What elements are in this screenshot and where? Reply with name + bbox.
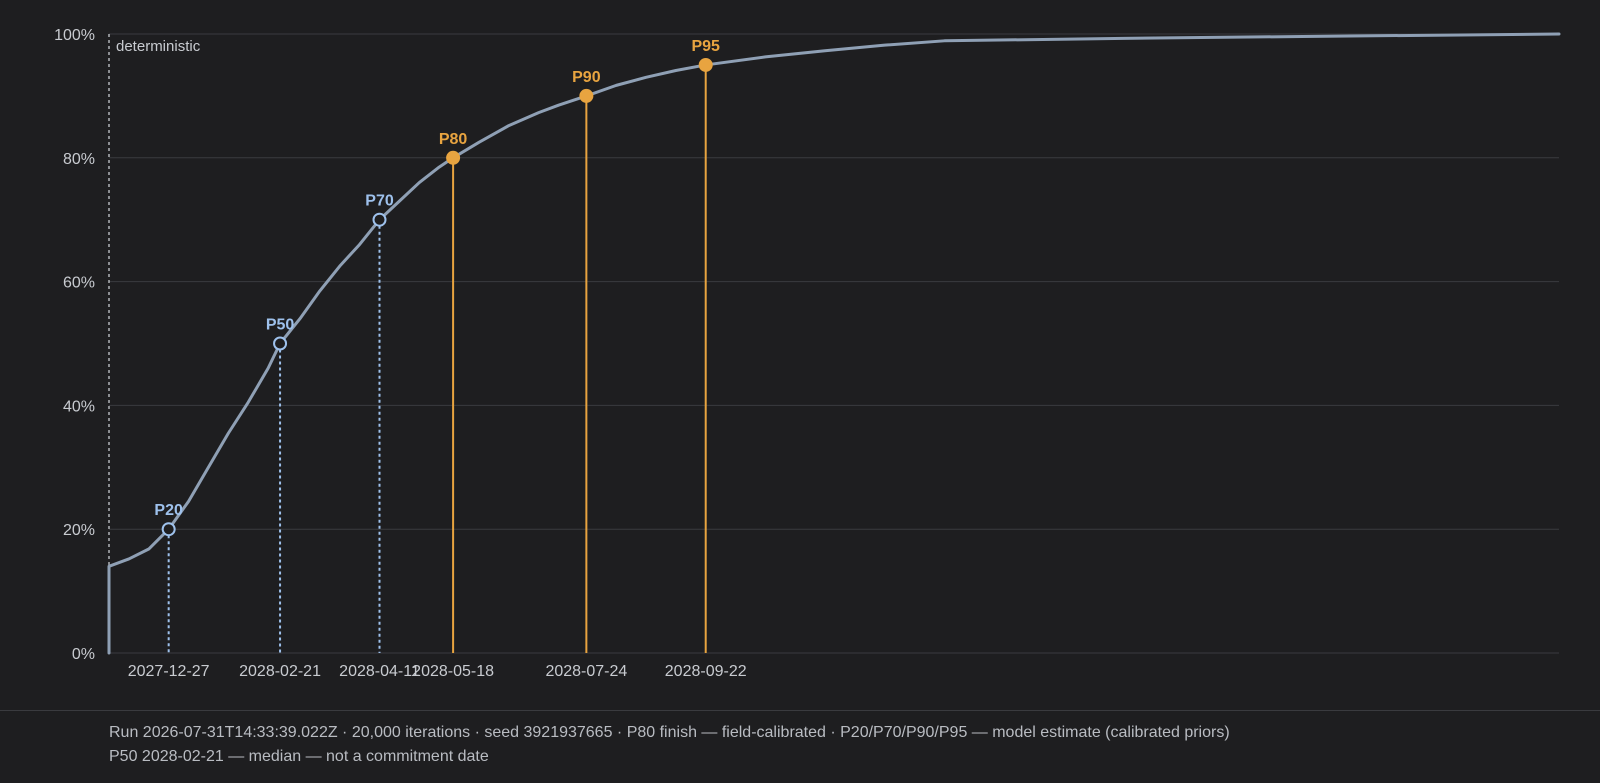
cdf-chart: 0% 20% 40% 60% 80% 100% deterministic P20 2027-1… xyxy=(0,0,1600,710)
marker-point-p80 xyxy=(447,151,460,164)
marker-label-p90: P90 xyxy=(572,69,601,86)
run-summary-text: Run 2026-07-31T14:33:39.022Z · 20,000 it… xyxy=(109,724,1230,742)
cdf-curve xyxy=(109,34,1559,653)
y-tick-label-0: 0% xyxy=(72,646,95,663)
y-tick-label-40: 40% xyxy=(63,398,95,415)
marker-point-p20 xyxy=(163,523,175,535)
y-tick-label-20: 20% xyxy=(63,522,95,539)
y-tick-label-80: 80% xyxy=(63,151,95,168)
marker-point-p95 xyxy=(699,58,712,71)
x-tick-label-p20: 2027-12-27 xyxy=(128,663,210,680)
x-tick-label-p80: 2028-05-18 xyxy=(412,663,494,680)
cdf-chart-svg: 0% 20% 40% 60% 80% 100% deterministic P20 2027-1… xyxy=(0,0,1600,710)
run-footer: Run 2026-07-31T14:33:39.022Z · 20,000 it… xyxy=(0,710,1600,783)
marker-label-p20: P20 xyxy=(154,502,183,519)
marker-point-p50 xyxy=(274,338,286,350)
x-tick-label-p50: 2028-02-21 xyxy=(239,663,321,680)
marker-point-p70 xyxy=(374,214,386,226)
x-tick-label-p70: 2028-04-11 xyxy=(339,663,420,680)
marker-point-p90 xyxy=(580,89,593,102)
marker-label-p95: P95 xyxy=(691,38,720,55)
x-tick-label-p95: 2028-09-22 xyxy=(665,663,747,680)
deterministic-label: deterministic xyxy=(116,38,201,55)
y-tick-label-60: 60% xyxy=(63,275,95,292)
marker-label-p70: P70 xyxy=(365,193,394,210)
x-tick-label-p90: 2028-07-24 xyxy=(545,663,627,680)
y-tick-label-100: 100% xyxy=(54,27,95,44)
marker-label-p50: P50 xyxy=(266,317,295,334)
median-note-text: P50 2028-02-21 — median — not a commitme… xyxy=(109,748,489,766)
marker-label-p80: P80 xyxy=(439,131,468,148)
